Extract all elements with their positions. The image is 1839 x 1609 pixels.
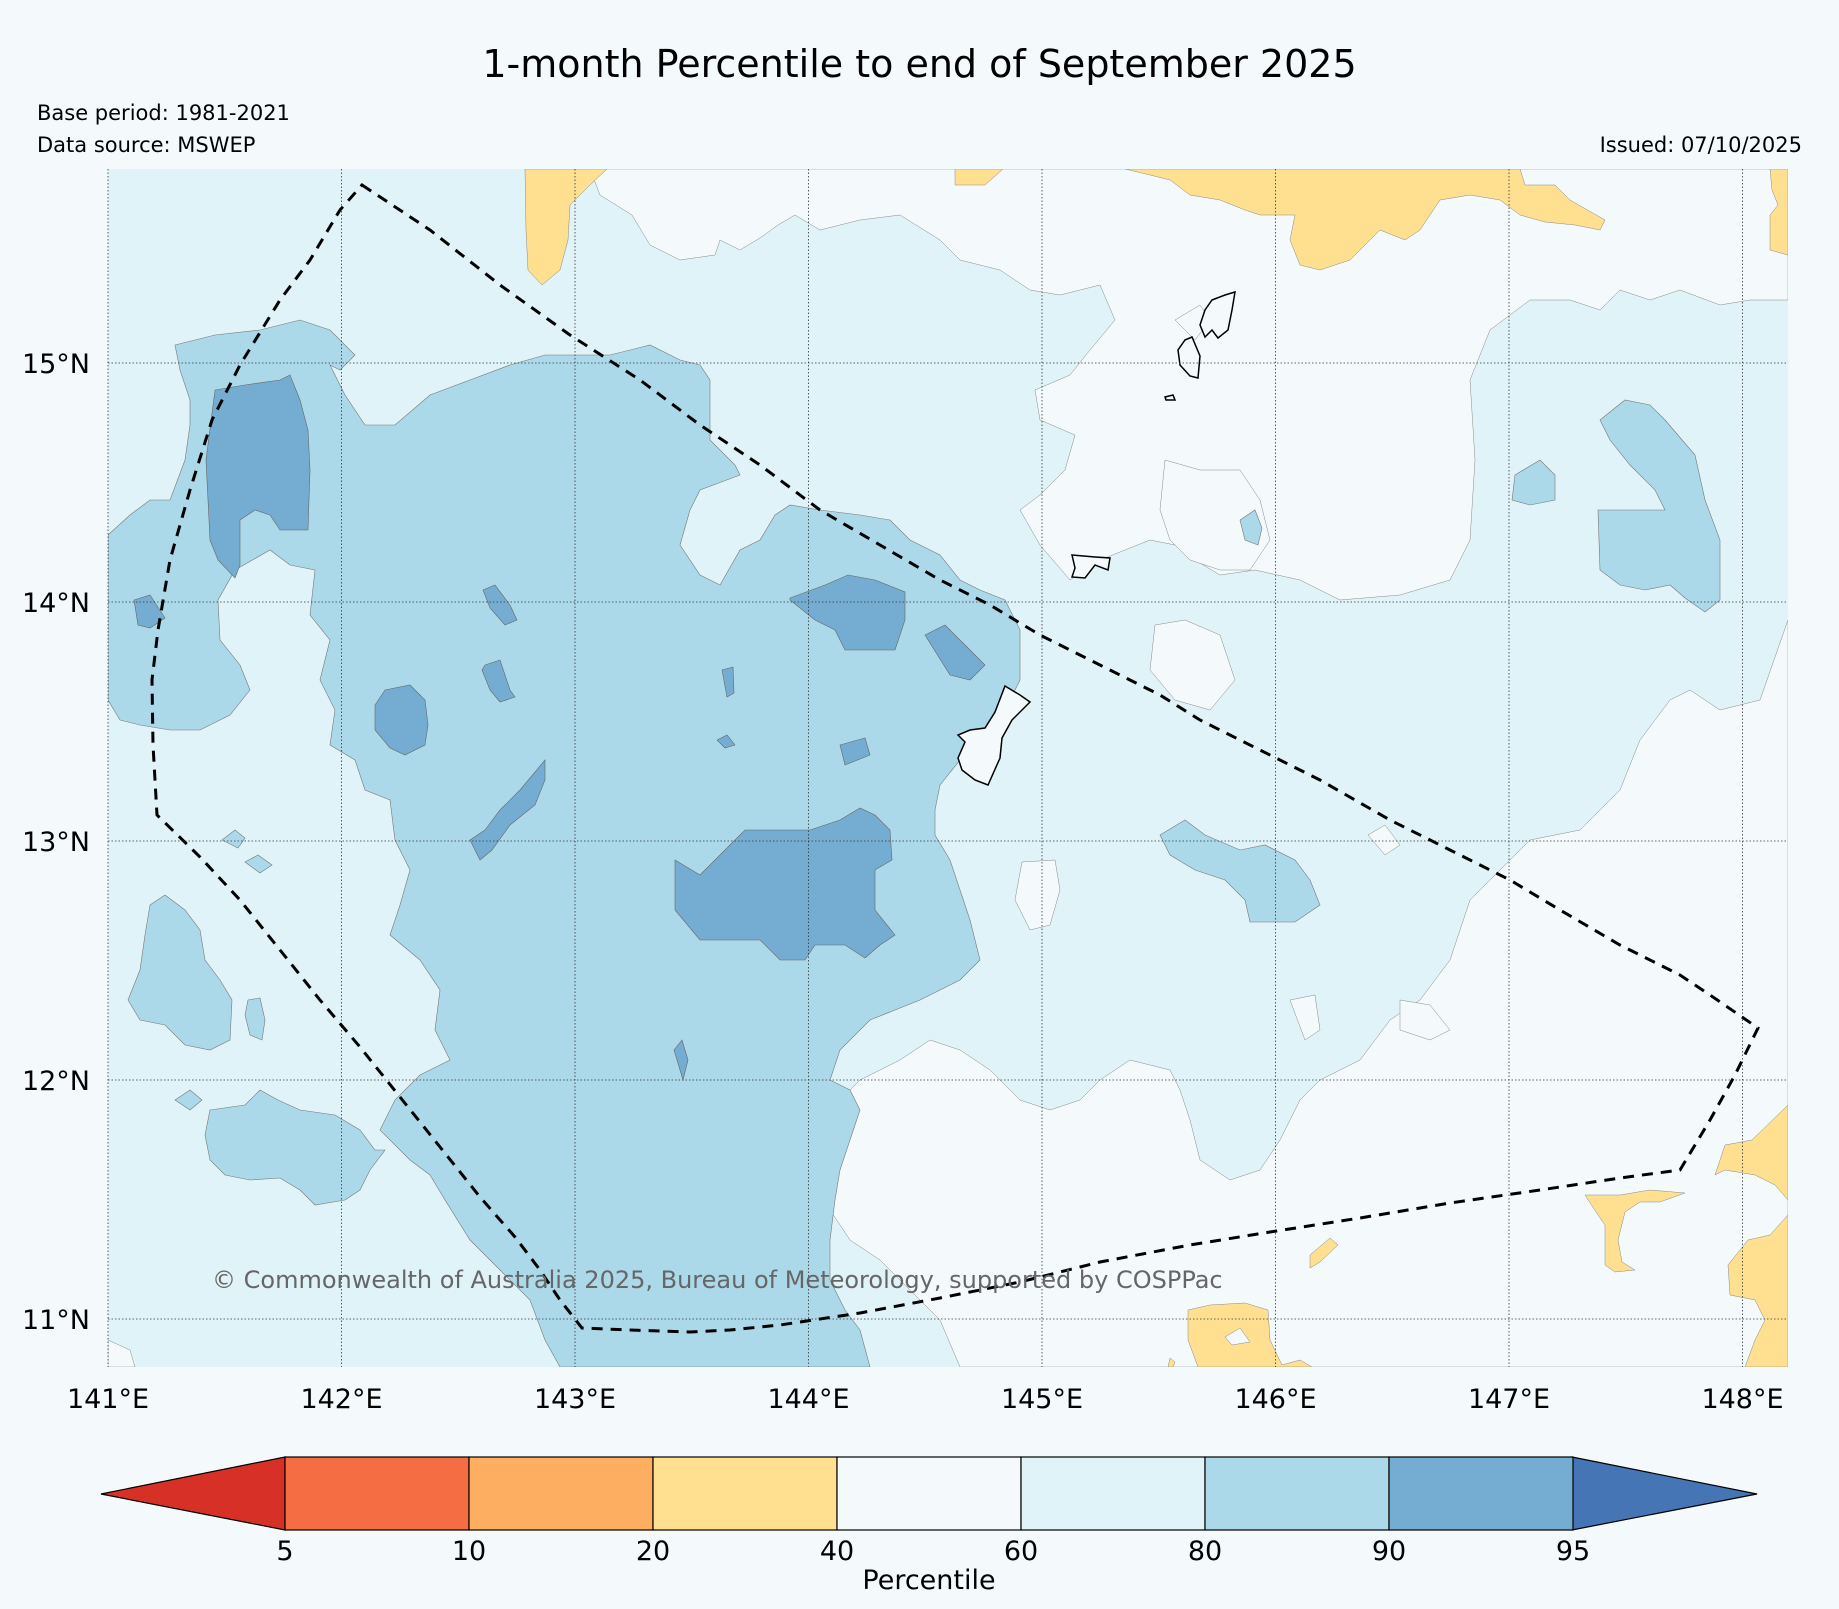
colorbar-bin-80-90 bbox=[1204, 1456, 1390, 1531]
region-90-95 bbox=[374, 684, 429, 756]
region-20-40 bbox=[1584, 1189, 1686, 1273]
saipan-island bbox=[1199, 290, 1236, 340]
region-40-60 bbox=[1399, 999, 1451, 1041]
regions-80-90 bbox=[108, 319, 1721, 1367]
region-90-95 bbox=[481, 659, 516, 703]
regions-90-95 bbox=[133, 374, 986, 1082]
region-40-60 bbox=[1014, 859, 1061, 931]
colorbar-tick-label: 20 bbox=[636, 1536, 670, 1567]
region-90-95 bbox=[205, 374, 311, 579]
region-80-90 bbox=[1159, 819, 1321, 923]
lat-tick-label: 14°N bbox=[22, 588, 90, 619]
colorbar-tick-label: 5 bbox=[276, 1536, 293, 1567]
islands bbox=[956, 290, 1236, 786]
region-20-40 bbox=[1769, 169, 1788, 256]
region-80-90 bbox=[1239, 509, 1263, 546]
region-20-40 bbox=[1124, 169, 1606, 271]
lon-tick-label: 147°E bbox=[1468, 1384, 1550, 1415]
region-80-90 bbox=[221, 829, 246, 849]
guam-island bbox=[956, 684, 1032, 786]
region-40-60 bbox=[108, 1339, 136, 1367]
region-40-60 bbox=[1159, 459, 1271, 571]
lon-tick-label: 143°E bbox=[534, 1384, 616, 1415]
rota-island bbox=[1070, 554, 1111, 579]
lon-tick-label: 145°E bbox=[1001, 1384, 1083, 1415]
region-90-95 bbox=[673, 1039, 689, 1082]
region-20-40 bbox=[1727, 1214, 1788, 1367]
colorbar-tick-label: 95 bbox=[1556, 1536, 1590, 1567]
region-40-60 bbox=[1367, 824, 1401, 856]
colorbar-bin-90-95 bbox=[1388, 1456, 1574, 1531]
colorbar-bin-40-60 bbox=[836, 1456, 1022, 1531]
colorbar-tick-label: 60 bbox=[1004, 1536, 1038, 1567]
eez-boundary bbox=[150, 183, 1760, 1334]
longitude-labels: 141°E 142°E 143°E 144°E 145°E 146°E 147°E 148°E bbox=[67, 1384, 1784, 1415]
colorbar-bin-60-80 bbox=[1020, 1456, 1206, 1531]
lat-tick-label: 15°N bbox=[22, 349, 90, 380]
region-20-40 bbox=[524, 169, 608, 286]
colorbar-tick-label: 80 bbox=[1188, 1536, 1222, 1567]
data-source-label: Data source: MSWEP bbox=[37, 133, 256, 157]
base-period-label: Base period: 1981-2021 bbox=[37, 101, 290, 125]
latitude-labels: 11°N 12°N 13°N 14°N 15°N bbox=[22, 349, 90, 1336]
colorbar-tick-labels: 5 10 20 40 60 80 90 95 bbox=[276, 1536, 1590, 1567]
region-90-95 bbox=[839, 737, 871, 766]
region-40-60 bbox=[1224, 1327, 1251, 1346]
lon-tick-label: 142°E bbox=[300, 1384, 382, 1415]
aguijan-island bbox=[1164, 394, 1177, 401]
issued-date-label: Issued: 07/10/2025 bbox=[1599, 133, 1802, 157]
region-80-90 bbox=[244, 997, 266, 1041]
colorbar-bin-10-20 bbox=[468, 1456, 654, 1531]
region-90-95 bbox=[789, 574, 906, 651]
colorbar-tick-label: 10 bbox=[452, 1536, 486, 1567]
region-20-40 bbox=[1167, 1357, 1176, 1367]
colorbar: 5 10 20 40 60 80 90 95 Percentile bbox=[100, 1456, 1758, 1596]
region-80-90 bbox=[204, 1089, 386, 1206]
region-20-40 bbox=[1309, 1237, 1339, 1269]
map-panel bbox=[108, 169, 1788, 1367]
region-40-60 bbox=[1149, 619, 1236, 711]
lat-tick-label: 11°N bbox=[22, 1305, 90, 1336]
region-90-95 bbox=[482, 584, 518, 626]
gridlines bbox=[107, 169, 1788, 1367]
region-90-95 bbox=[133, 594, 166, 629]
region-40-60 bbox=[1289, 994, 1321, 1041]
region-20-40 bbox=[1714, 1104, 1788, 1201]
lon-tick-label: 148°E bbox=[1701, 1384, 1783, 1415]
map-title: 1-month Percentile to end of September 2… bbox=[482, 42, 1357, 86]
colorbar-label: Percentile bbox=[862, 1565, 995, 1596]
colorbar-bins bbox=[284, 1456, 1574, 1531]
colorbar-below-triangle bbox=[100, 1456, 286, 1531]
region-90-95 bbox=[924, 624, 986, 681]
region-20-40 bbox=[954, 169, 1004, 186]
region-90-95 bbox=[721, 666, 735, 698]
colorbar-bin-5-10 bbox=[284, 1456, 470, 1531]
colorbar-above-triangle bbox=[1571, 1456, 1758, 1531]
region-90-95 bbox=[674, 807, 896, 961]
region-90-95 bbox=[469, 759, 546, 861]
colorbar-tick-label: 40 bbox=[820, 1536, 854, 1567]
tinian-island bbox=[1177, 336, 1201, 379]
colorbar-bin-20-40 bbox=[652, 1456, 838, 1531]
region-80-90 bbox=[174, 1089, 203, 1111]
region-80-90 bbox=[108, 319, 1021, 1367]
lon-tick-label: 146°E bbox=[1234, 1384, 1316, 1415]
region-80-90 bbox=[1511, 459, 1556, 506]
region-80-90 bbox=[244, 854, 273, 874]
lat-tick-label: 12°N bbox=[22, 1066, 90, 1097]
lon-tick-label: 144°E bbox=[767, 1384, 849, 1415]
copyright-credit: © Commonwealth of Australia 2025, Bureau… bbox=[212, 1266, 1223, 1294]
region-80-90 bbox=[127, 894, 233, 1051]
region-80-90 bbox=[1597, 399, 1721, 613]
lon-tick-label: 141°E bbox=[67, 1384, 149, 1415]
region-90-95 bbox=[716, 734, 736, 749]
region-40-60 bbox=[589, 169, 1788, 601]
colorbar-tick-label: 90 bbox=[1372, 1536, 1406, 1567]
lat-tick-label: 13°N bbox=[22, 827, 90, 858]
